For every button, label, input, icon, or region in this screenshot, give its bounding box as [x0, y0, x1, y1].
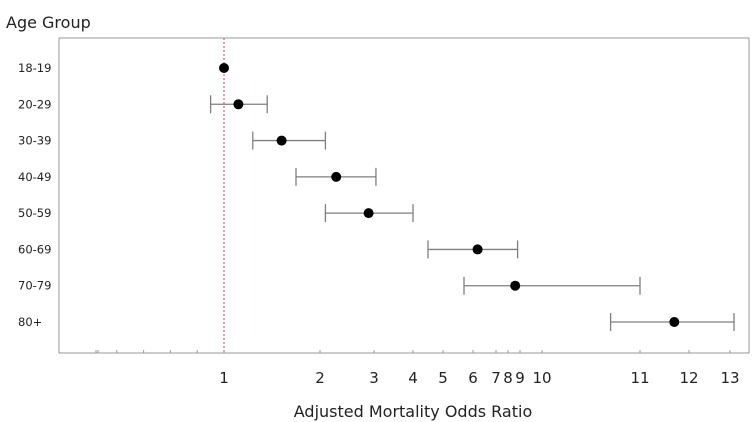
x-tick-label: 2: [315, 369, 325, 387]
confidence-intervals: [209, 95, 735, 331]
x-tick-label: 11: [630, 369, 649, 387]
point-estimate: [510, 280, 521, 291]
category-label: 20-29: [18, 97, 51, 111]
x-tick-label: 9: [515, 369, 525, 387]
x-tick-label: 10: [532, 369, 551, 387]
category-label: 50-59: [18, 206, 51, 220]
x-tick-label: 7: [491, 369, 501, 387]
y-axis-category-labels: 18-19 20-29 30-39 40-49 50-59 60-69 70-79 80+: [18, 61, 51, 329]
category-label: 18-19: [18, 61, 51, 75]
point-estimate: [331, 171, 342, 182]
plot-frame: [58, 37, 750, 354]
category-label: 40-49: [18, 170, 51, 184]
point-estimates: [219, 63, 680, 327]
x-tick-label: 6: [468, 369, 478, 387]
category-label: 70-79: [18, 279, 51, 293]
x-axis-title: Adjusted Mortality Odds Ratio: [294, 402, 532, 421]
x-tick-label: 3: [369, 369, 379, 387]
x-tick-label: 4: [408, 369, 418, 387]
category-label: 80+: [18, 315, 42, 329]
x-tick-label: 1: [219, 369, 229, 387]
y-axis-title: Age Group: [6, 13, 91, 32]
point-estimate: [363, 208, 374, 219]
confidence-interval: [463, 276, 641, 295]
confidence-interval: [252, 131, 327, 150]
x-axis-minor-ticks: [95, 350, 731, 353]
x-axis-tick-labels: 1 2 3 4 5 6 7 8 9 10 11 12 13: [219, 369, 739, 387]
point-estimate: [669, 317, 680, 327]
x-tick-label: 5: [438, 369, 448, 387]
category-label: 60-69: [18, 242, 51, 256]
x-tick-label: 12: [679, 369, 698, 387]
point-estimate: [276, 135, 287, 146]
point-estimate: [233, 99, 244, 110]
point-estimate: [472, 244, 483, 255]
x-tick-label: 8: [503, 369, 513, 387]
category-label: 30-39: [18, 134, 51, 148]
x-tick-label: 13: [720, 369, 739, 387]
point-estimate: [219, 63, 229, 73]
